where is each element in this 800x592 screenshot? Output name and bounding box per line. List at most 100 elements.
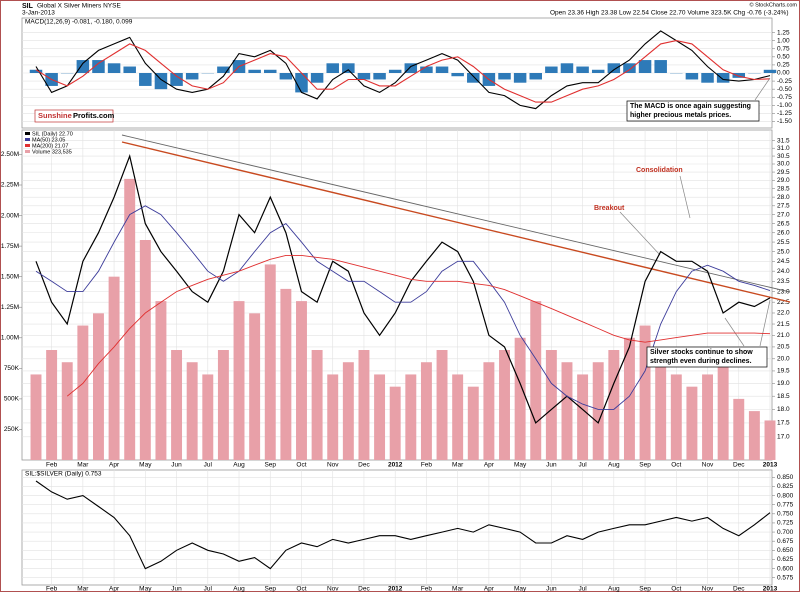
x-tick-label: Sep — [639, 586, 651, 592]
x-tick-label: Sep — [264, 462, 276, 469]
volume-bar — [499, 350, 510, 460]
y-tick-label: 31.0 — [777, 145, 790, 152]
volume-bar — [420, 362, 432, 460]
quote: Open 23.36 High 23.38 Low 22.54 Close 22… — [550, 10, 789, 17]
histogram-bar — [310, 73, 324, 83]
volume-bar — [46, 350, 58, 460]
histogram-bar — [607, 63, 621, 73]
volume-bar — [577, 374, 589, 460]
x-tick-label: Dec — [733, 462, 745, 469]
histogram-bar — [451, 73, 464, 77]
logo-black: Profits.com — [73, 111, 115, 120]
histogram-bar — [732, 73, 746, 78]
y-tick-label: 1.25 — [777, 29, 790, 36]
y-tick-label: 0.700 — [777, 529, 794, 536]
volume-bar — [108, 276, 120, 460]
x-tick-label: Nov — [327, 462, 339, 469]
x-tick-label: Mar — [452, 462, 464, 469]
histogram-bar — [763, 69, 777, 73]
arrow — [724, 317, 745, 347]
y-tick-label: 2.50M — [1, 151, 19, 158]
trendline — [121, 141, 791, 303]
y-tick-label: 1.00M — [1, 334, 19, 341]
x-tick-label: Apr — [109, 462, 120, 469]
x-tick-label: Dec — [358, 586, 370, 592]
volume-bar — [717, 362, 729, 460]
x-tick-label: Aug — [608, 462, 620, 469]
y-tick-label: -1.50 — [777, 118, 792, 125]
volume-bar — [124, 178, 136, 460]
y-tick-label: 25.5 — [777, 239, 790, 246]
histogram-bar — [185, 73, 199, 80]
volume-bar — [264, 264, 276, 460]
y-tick-label: 0.750 — [777, 511, 794, 518]
volume-bar — [436, 350, 448, 460]
histogram-bar — [29, 69, 43, 73]
y-tick-label: 1.50M — [1, 273, 19, 280]
y-tick-label: 19.0 — [777, 380, 790, 387]
ratio-panel — [21, 469, 773, 586]
volume-bar — [702, 374, 713, 460]
x-tick-label: Apr — [484, 462, 495, 469]
y-tick-label: 23.0 — [777, 288, 790, 295]
volume-bar — [358, 350, 370, 460]
histogram-bar — [513, 73, 527, 83]
volume-bar — [280, 288, 292, 460]
volume-bar — [514, 337, 526, 460]
x-tick-label: Jun — [171, 586, 182, 592]
series-line — [35, 480, 771, 570]
x-tick-label: 2013 — [763, 462, 778, 469]
histogram-bar — [357, 73, 371, 80]
x-tick-label: Feb — [46, 586, 58, 592]
histogram-bar — [623, 63, 636, 73]
volume-bar — [327, 374, 339, 460]
volume-bar — [77, 325, 89, 460]
volume-bar — [374, 374, 386, 460]
y-tick-label: 30.5 — [777, 153, 790, 160]
x-tick-label: May — [514, 586, 527, 592]
volume-bar — [452, 374, 464, 460]
y-tick-label: 20.5 — [777, 344, 790, 351]
y-tick-label: 18.5 — [777, 393, 790, 400]
volume-bar — [233, 301, 245, 460]
y-tick-label: 22.0 — [777, 310, 790, 317]
legend-entry: Volume 323,535 — [32, 149, 72, 155]
series-line — [35, 30, 771, 110]
x-tick-label: Nov — [702, 462, 714, 469]
annotation: The MACD is once again suggesting — [630, 103, 751, 110]
y-tick-label: 0.800 — [777, 492, 794, 499]
legend-entry: MA(200) 21.07 — [32, 143, 68, 149]
histogram-bar — [76, 60, 90, 73]
y-tick-label: -0.75 — [777, 94, 792, 101]
y-tick-label: 0.75 — [777, 45, 790, 52]
y-tick-label: -0.50 — [777, 86, 792, 93]
x-tick-label: Aug — [608, 586, 620, 592]
annotation: Silver stocks continue to show — [650, 349, 753, 356]
x-tick-label: May — [139, 462, 152, 469]
histogram-bar — [529, 73, 542, 80]
histogram-bar — [435, 66, 449, 73]
y-tick-label: 26.0 — [777, 229, 790, 236]
x-tick-label: Dec — [358, 462, 370, 469]
trendline — [121, 134, 791, 293]
annotation: Breakout — [594, 205, 625, 212]
legend-entry: MA(50) 23.05 — [32, 137, 65, 143]
y-tick-label: 31.5 — [777, 137, 790, 144]
x-tick-label: Apr — [484, 586, 495, 592]
y-tick-label: 2.00M — [1, 212, 19, 219]
y-tick-label: 24.0 — [777, 268, 790, 275]
volume-bar — [623, 337, 635, 460]
y-tick-label: 500K — [4, 396, 20, 403]
panel-title: SIL:$SILVER (Daily) 0.753 — [25, 471, 102, 478]
y-tick-label: 27.0 — [777, 211, 790, 218]
volume-bar — [639, 325, 651, 460]
annotation: strength even during declines. — [650, 358, 752, 365]
histogram-bar — [217, 66, 230, 73]
histogram-bar — [576, 66, 589, 73]
volume-bar — [592, 362, 604, 460]
x-tick-label: Aug — [233, 586, 245, 592]
histogram-bar — [685, 73, 699, 80]
y-tick-label: 20.0 — [777, 355, 790, 362]
y-tick-label: 0.675 — [777, 538, 794, 545]
series-line — [35, 40, 771, 103]
